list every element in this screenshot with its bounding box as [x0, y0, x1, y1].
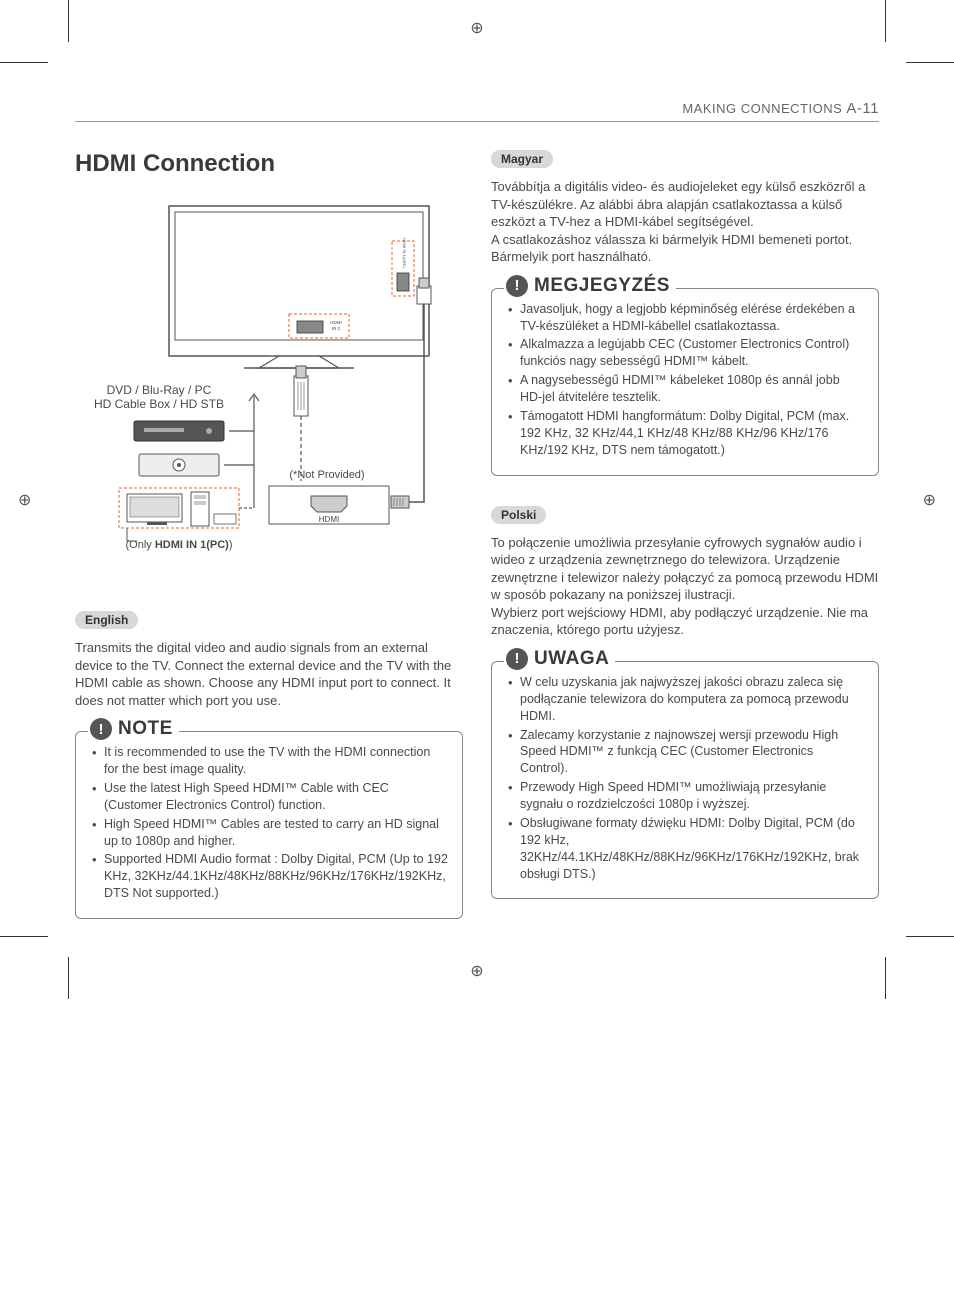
- magyar-body-text: Továbbítja a digitális video- és audioje…: [491, 178, 879, 266]
- header-section: MAKING CONNECTIONS: [682, 101, 842, 116]
- registration-mark-icon: ⊕: [470, 961, 483, 981]
- crop-mark: [0, 936, 48, 937]
- page-header: MAKING CONNECTIONS A-11: [75, 100, 879, 122]
- diagram-hdmi-label: HDMI: [319, 515, 339, 524]
- note-item: W celu uzyskania jak najwyższej jakości …: [506, 674, 864, 725]
- crop-mark: [68, 0, 69, 42]
- page-title: HDMI Connection: [75, 150, 463, 178]
- diagram-source-label: HD Cable Box / HD STB: [94, 397, 224, 411]
- note-box-english: ! NOTE It is recommended to use the TV w…: [75, 731, 463, 919]
- note-box-polski: ! UWAGA W celu uzyskania jak najwyższej …: [491, 661, 879, 900]
- crop-mark: [906, 936, 954, 937]
- note-list-magyar: Javasoljuk, hogy a legjobb képminőség el…: [506, 301, 864, 459]
- crop-mark: [68, 957, 69, 999]
- note-item: Javasoljuk, hogy a legjobb képminőség el…: [506, 301, 864, 335]
- registration-mark-icon: ⊕: [923, 490, 936, 510]
- page: ⊕ ⊕ ⊕ ⊕ MAKING CONNECTIONS A-11 HDMI Con…: [0, 0, 954, 999]
- note-box-magyar: ! MEGJEGYZÉS Javasoljuk, hogy a legjobb …: [491, 288, 879, 476]
- note-list-polski: W celu uzyskania jak najwyższej jakości …: [506, 674, 864, 883]
- note-icon: !: [506, 648, 528, 670]
- registration-mark-icon: ⊕: [18, 490, 31, 510]
- note-item: Przewody High Speed HDMI™ umożliwiają pr…: [506, 779, 864, 813]
- crop-mark: [885, 0, 886, 42]
- diagram-not-provided-label: (*Not Provided): [289, 469, 364, 481]
- crop-mark: [0, 62, 48, 63]
- svg-text:IN 2: IN 2: [332, 326, 341, 331]
- language-pill-polski: Polski: [491, 506, 546, 524]
- note-item: Obsługiwane formaty dźwięku HDMI: Dolby …: [506, 815, 864, 883]
- crop-mark: [906, 62, 954, 63]
- note-title-magyar: MEGJEGYZÉS: [534, 275, 670, 297]
- language-pill-magyar: Magyar: [491, 150, 553, 168]
- diagram-only-label: (Only HDMI IN 1(PC)): [126, 539, 233, 551]
- note-list-english: It is recommended to use the TV with the…: [90, 744, 448, 902]
- english-body-text: Transmits the digital video and audio si…: [75, 639, 463, 709]
- note-item: It is recommended to use the TV with the…: [90, 744, 448, 778]
- right-column: Magyar Továbbítja a digitális video- és …: [491, 150, 879, 939]
- left-column: HDMI Connection HDMI IN 1(ARC): [75, 150, 463, 939]
- note-item: Use the latest High Speed HDMI™ Cable wi…: [90, 780, 448, 814]
- note-item: Támogatott HDMI hangformátum: Dolby Digi…: [506, 408, 864, 459]
- header-page: A-11: [846, 100, 879, 117]
- note-item: A nagysebességű HDMI™ kábeleket 1080p és…: [506, 372, 864, 406]
- diagram-label-hdmi-side: HDMI IN 1(ARC): [402, 238, 407, 268]
- note-item: High Speed HDMI™ Cables are tested to ca…: [90, 816, 448, 850]
- diagram-source-label: DVD / Blu-Ray / PC: [107, 383, 212, 397]
- language-pill-english: English: [75, 611, 138, 629]
- note-item: Zalecamy korzystanie z najnowszej wersji…: [506, 727, 864, 778]
- note-icon: !: [90, 718, 112, 740]
- hdmi-diagram: HDMI IN 1(ARC) HDMI IN 2 DVD / Blu-Ray /…: [75, 196, 463, 566]
- polski-body-text: To połączenie umożliwia przesyłanie cyfr…: [491, 534, 879, 639]
- registration-mark-icon: ⊕: [470, 18, 483, 38]
- diagram-label-hdmi-bottom: HDMI: [330, 320, 342, 325]
- note-item: Supported HDMI Audio format : Dolby Digi…: [90, 851, 448, 902]
- note-title-polski: UWAGA: [534, 648, 609, 670]
- note-icon: !: [506, 275, 528, 297]
- crop-mark: [885, 957, 886, 999]
- note-item: Alkalmazza a legújabb CEC (Customer Elec…: [506, 336, 864, 370]
- note-title-english: NOTE: [118, 718, 173, 740]
